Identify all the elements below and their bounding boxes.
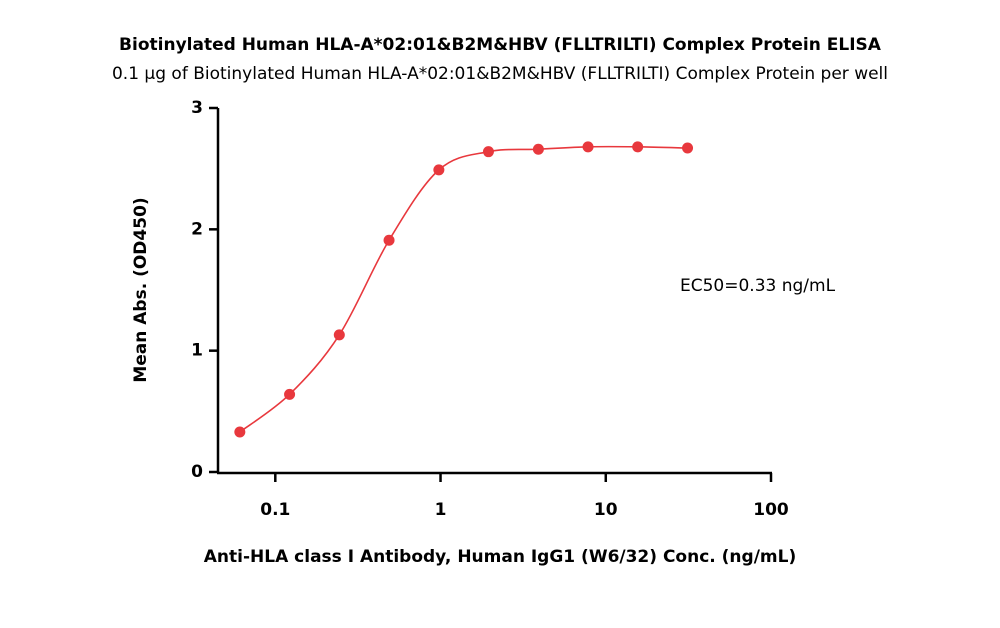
data-point [682, 142, 694, 154]
annotation: EC50=0.33 ng/mL [680, 276, 836, 296]
chart-subtitle: 0.1 µg of Biotinylated Human HLA-A*02:01… [112, 64, 888, 84]
data-point [234, 426, 246, 438]
data-point [482, 146, 494, 158]
data-point [333, 329, 345, 341]
x-tick-label: 100 [753, 500, 789, 520]
y-tick-label: 0 [191, 462, 203, 482]
data-point [582, 141, 594, 153]
data-point [284, 388, 296, 400]
x-tick-label: 1 [435, 500, 447, 520]
data-point [532, 143, 544, 155]
x-axis-title: Anti-HLA class I Antibody, Human IgG1 (W… [204, 547, 796, 567]
x-tick-label: 0.1 [260, 500, 290, 520]
data-point [433, 164, 445, 176]
chart-title: Biotinylated Human HLA-A*02:01&B2M&HBV (… [119, 35, 882, 55]
y-tick-label: 2 [191, 219, 203, 239]
y-tick-label: 1 [191, 341, 203, 361]
fit-curve [239, 145, 688, 433]
y-axis-title: Mean Abs. (OD450) [131, 197, 151, 382]
data-point [632, 141, 644, 153]
x-tick-label: 10 [594, 500, 618, 520]
y-tick-label: 3 [191, 98, 203, 118]
data-point [383, 234, 395, 246]
